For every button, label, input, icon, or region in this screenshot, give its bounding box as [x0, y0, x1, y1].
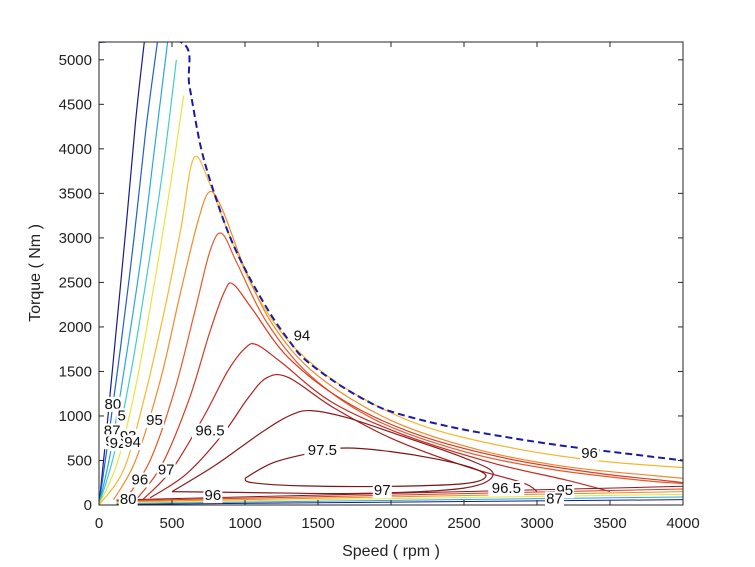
x-tick-label: 2500 [447, 515, 480, 532]
y-tick-label: 1000 [59, 408, 92, 425]
contour-label: 97 [374, 482, 391, 499]
x-tick-label: 1000 [228, 515, 261, 532]
contour-line-97-5 [171, 409, 494, 495]
low-torque-band-line [116, 499, 683, 505]
contour-label-background [488, 480, 525, 496]
x-tick-label: 3500 [593, 515, 626, 532]
contour-label: 96.5 [195, 423, 224, 440]
y-tick-label: 0 [84, 497, 92, 514]
contour-labels: 80587909293949596.597.5979680969796.5969… [102, 327, 600, 508]
y-axis-title: Torque ( Nm ) [27, 224, 44, 322]
contour-label-background [203, 488, 223, 504]
contour-label: 80 [120, 491, 137, 508]
contour-line-93 [99, 95, 185, 505]
y-tick-label: 5000 [59, 52, 92, 69]
contour-label-background [372, 483, 392, 499]
contour-label: 87 [546, 491, 563, 508]
contour-label: 96 [205, 487, 222, 504]
x-axis-title: Speed ( rpm ) [342, 543, 440, 560]
contour-label-background [580, 445, 600, 461]
x-tick-label: 0 [95, 515, 103, 532]
x-tick-label: 1500 [301, 515, 334, 532]
contour-label-background [304, 443, 341, 459]
torque-limit-dashed-curve [99, 42, 683, 462]
y-tick-label: 1500 [59, 363, 92, 380]
contour-label-background [156, 462, 176, 478]
contour-label-background [116, 408, 127, 424]
x-tick-label: 2000 [374, 515, 407, 532]
contour-line-94 [99, 155, 683, 505]
contour-line-96 [135, 282, 683, 501]
y-tick-label: 500 [67, 452, 92, 469]
contour-label: 96.5 [492, 480, 521, 497]
contour-label: 94 [124, 434, 141, 451]
contour-label: 97 [158, 462, 175, 479]
contour-label-background [292, 328, 312, 344]
contour-label-background [130, 472, 150, 488]
contour-lines [99, 42, 683, 505]
y-tick-label: 2000 [59, 319, 92, 336]
contour-label: 96 [581, 445, 598, 462]
contour-label: 94 [294, 327, 311, 344]
contour-line-90 [99, 42, 169, 505]
x-tick-label: 3000 [520, 515, 553, 532]
y-axis-ticks: 0 500 1000 1500 2000 2500 3000 3500 4000 4500 5000 [59, 52, 683, 514]
contour-label: 5 [117, 407, 125, 424]
contour-line-92 [99, 59, 177, 505]
y-tick-label: 3500 [59, 185, 92, 202]
contour-label-background [191, 423, 228, 439]
contour-label-background [545, 491, 565, 507]
x-axis-ticks: 0 500 1000 1500 2000 2500 3000 3500 4000 [95, 42, 700, 532]
contour-label-background [123, 435, 143, 451]
contour-label-background [144, 412, 164, 428]
x-tick-label: 4000 [666, 515, 699, 532]
y-tick-label: 4000 [59, 141, 92, 158]
contour-label: 96 [132, 472, 149, 489]
y-tick-label: 4500 [59, 96, 92, 113]
contour-label: 95 [146, 412, 163, 429]
x-tick-label: 500 [159, 515, 184, 532]
contour-line-96-5 [142, 343, 611, 501]
y-tick-label: 3000 [59, 230, 92, 247]
contour-label-background [103, 396, 123, 412]
contour-label: 97.5 [308, 442, 337, 459]
contour-label-background [118, 492, 138, 508]
contour-line-95-5 [124, 232, 683, 501]
boundary-curve-layer [99, 42, 683, 462]
y-tick-label: 2500 [59, 274, 92, 291]
